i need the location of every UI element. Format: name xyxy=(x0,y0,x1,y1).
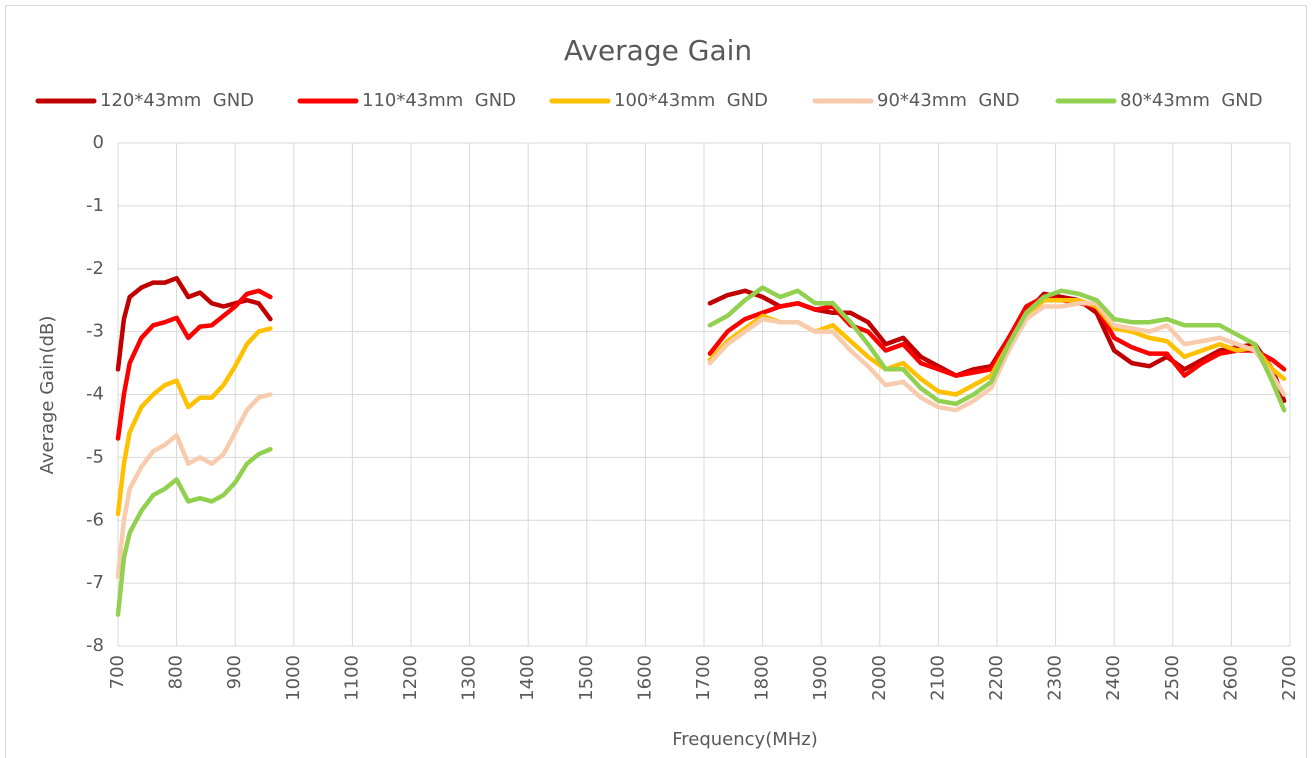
x-tick-label: 1600 xyxy=(634,655,655,701)
x-tick-label: 1300 xyxy=(459,655,480,701)
series-line xyxy=(115,301,1287,580)
y-tick-label: -3 xyxy=(86,321,104,342)
x-tick-label: 1500 xyxy=(576,655,597,701)
y-tick-label: -6 xyxy=(86,509,104,530)
x-tick-label: 1000 xyxy=(283,655,304,701)
legend-label: 100*43mm GND xyxy=(614,90,768,111)
y-axis-label: Average Gain(dB) xyxy=(37,316,58,475)
legend-label: 120*43mm GND xyxy=(100,90,254,111)
y-tick-label: -7 xyxy=(86,572,104,593)
x-tick-label: 800 xyxy=(166,655,187,689)
x-tick-label: 2200 xyxy=(986,655,1007,701)
x-tick-label: 1100 xyxy=(341,655,362,701)
x-tick-label: 1800 xyxy=(752,655,773,701)
x-tick-label: 2000 xyxy=(869,655,890,701)
legend-label: 90*43mm GND xyxy=(877,90,1020,111)
x-tick-label: 2100 xyxy=(927,655,948,701)
x-tick-label: 2400 xyxy=(1103,655,1124,701)
x-tick-label: 1400 xyxy=(517,655,538,701)
x-tick-label: 1900 xyxy=(810,655,831,701)
x-tick-label: 2600 xyxy=(1220,655,1241,701)
x-tick-label: 2500 xyxy=(1162,655,1183,701)
legend-label: 110*43mm GND xyxy=(362,90,516,111)
chart-title: Average Gain xyxy=(564,34,752,67)
x-tick-label: 700 xyxy=(107,655,128,689)
x-tick-label: 900 xyxy=(224,655,245,689)
x-tick-label: 2700 xyxy=(1279,655,1300,701)
series-line xyxy=(115,288,1287,441)
x-tick-label: 2300 xyxy=(1045,655,1066,701)
y-tick-label: -8 xyxy=(86,635,104,656)
x-tick-label: 1200 xyxy=(400,655,421,701)
y-tick-label: -4 xyxy=(86,384,104,405)
x-axis-label: Frequency(MHz) xyxy=(672,729,818,750)
y-tick-label: 0 xyxy=(93,132,104,153)
y-tick-label: -1 xyxy=(86,195,104,216)
x-tick-label: 1700 xyxy=(693,655,714,701)
legend-label: 80*43mm GND xyxy=(1120,90,1263,111)
chart-frame xyxy=(5,5,1307,758)
series-line xyxy=(115,285,1287,617)
y-tick-label: -5 xyxy=(86,446,104,467)
y-tick-label: -2 xyxy=(86,258,104,279)
